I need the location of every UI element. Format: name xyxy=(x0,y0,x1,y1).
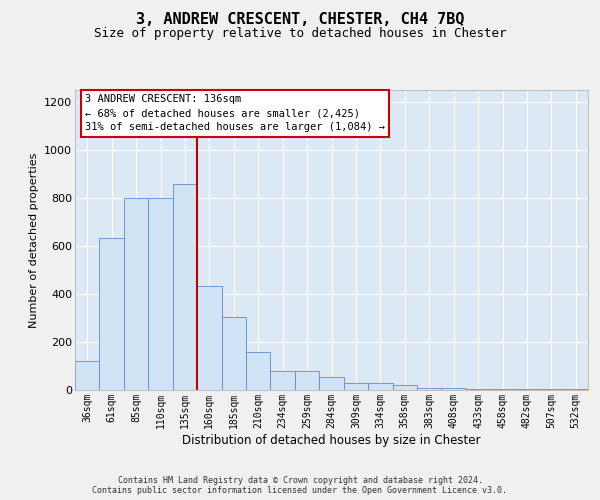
Text: Size of property relative to detached houses in Chester: Size of property relative to detached ho… xyxy=(94,28,506,40)
X-axis label: Distribution of detached houses by size in Chester: Distribution of detached houses by size … xyxy=(182,434,481,446)
Text: Contains HM Land Registry data © Crown copyright and database right 2024.
Contai: Contains HM Land Registry data © Crown c… xyxy=(92,476,508,495)
Bar xyxy=(392,385,417,390)
Bar xyxy=(442,388,466,390)
Bar xyxy=(490,389,515,390)
Bar xyxy=(539,389,563,390)
Bar xyxy=(344,383,368,390)
Bar xyxy=(295,371,319,390)
Bar xyxy=(319,377,344,390)
Bar xyxy=(368,383,392,390)
Bar xyxy=(124,198,148,390)
Bar xyxy=(246,352,271,390)
Bar xyxy=(515,389,539,390)
Text: 3, ANDREW CRESCENT, CHESTER, CH4 7BQ: 3, ANDREW CRESCENT, CHESTER, CH4 7BQ xyxy=(136,12,464,28)
Bar xyxy=(197,286,221,390)
Bar xyxy=(148,198,173,390)
Bar xyxy=(466,389,490,390)
Bar xyxy=(100,238,124,390)
Bar xyxy=(271,371,295,390)
Bar xyxy=(75,361,100,390)
Bar xyxy=(563,389,588,390)
Y-axis label: Number of detached properties: Number of detached properties xyxy=(29,152,38,328)
Text: 3 ANDREW CRESCENT: 136sqm
← 68% of detached houses are smaller (2,425)
31% of se: 3 ANDREW CRESCENT: 136sqm ← 68% of detac… xyxy=(85,94,385,132)
Bar xyxy=(173,184,197,390)
Bar xyxy=(221,317,246,390)
Bar xyxy=(417,388,442,390)
